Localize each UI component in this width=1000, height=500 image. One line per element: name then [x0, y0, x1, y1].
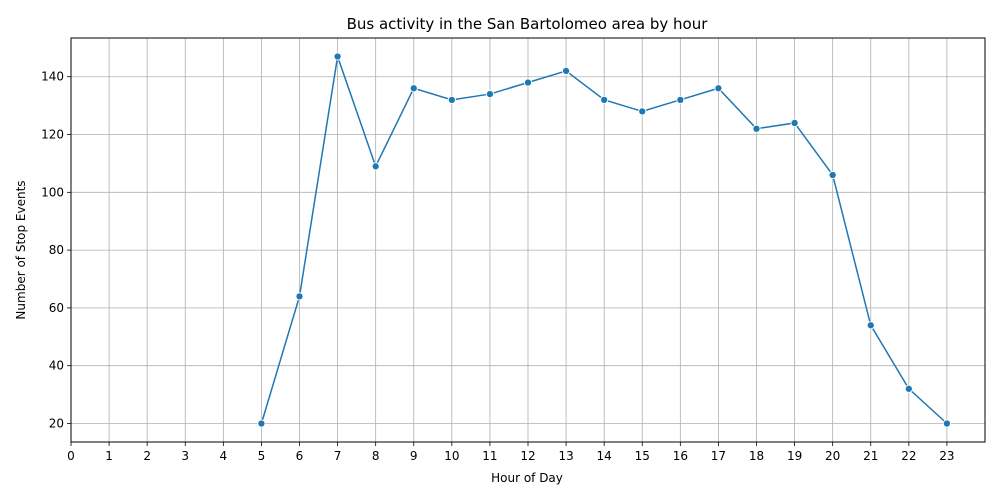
data-point [600, 95, 609, 104]
x-tick-label: 5 [258, 449, 266, 463]
y-tick-label: 140 [41, 70, 64, 84]
data-point [638, 107, 647, 116]
x-tick-label: 17 [711, 449, 726, 463]
x-tick-label: 21 [863, 449, 878, 463]
x-tick-label: 4 [220, 449, 228, 463]
data-point [295, 292, 304, 301]
x-axis-label: Hour of Day [491, 471, 563, 485]
data-point [447, 95, 456, 104]
x-tick-label: 6 [296, 449, 304, 463]
x-tick-label: 18 [749, 449, 764, 463]
data-point [676, 95, 685, 104]
data-point [257, 419, 266, 428]
x-tick-label: 11 [482, 449, 497, 463]
y-tick-label: 120 [41, 128, 64, 142]
axis-ticks: 0 1 2 3 4 5 6 7 8 9 10 11 12 13 14 15 16 17 18 19 20 21 22 2320… [41, 70, 954, 463]
y-tick-label: 40 [49, 359, 64, 373]
data-point [904, 384, 913, 393]
x-tick-label: 13 [558, 449, 573, 463]
x-tick-label: 9 [410, 449, 418, 463]
data-point [714, 84, 723, 93]
x-tick-label: 0 [67, 449, 75, 463]
x-tick-label: 7 [334, 449, 342, 463]
x-tick-label: 15 [635, 449, 650, 463]
data-point [942, 419, 951, 428]
data-point [866, 321, 875, 330]
grid [70, 38, 985, 442]
y-tick-label: 80 [49, 243, 64, 257]
y-axis-label: Number of Stop Events [14, 180, 28, 319]
data-point [371, 162, 380, 171]
x-tick-label: 12 [520, 449, 535, 463]
data-point [523, 78, 533, 87]
x-tick-label: 8 [372, 449, 380, 463]
data-point [562, 66, 571, 75]
x-tick-label: 14 [597, 449, 612, 463]
y-tick-label: 20 [49, 417, 64, 431]
data-point [752, 124, 761, 133]
chart-title: Bus activity in the San Bartolomeo area … [347, 15, 709, 33]
data-point [828, 170, 837, 180]
x-tick-label: 23 [939, 449, 954, 463]
series-line-layer [257, 52, 951, 428]
y-tick-label: 100 [41, 185, 64, 199]
x-tick-label: 19 [787, 449, 802, 463]
x-tick-label: 22 [901, 449, 916, 463]
data-point [485, 90, 494, 99]
x-tick-label: 1 [105, 449, 113, 463]
y-tick-label: 60 [49, 301, 64, 315]
x-tick-label: 2 [143, 449, 151, 463]
x-tick-label: 16 [673, 449, 688, 463]
data-point [409, 84, 418, 93]
data-point [333, 52, 342, 61]
x-tick-label: 3 [181, 449, 189, 463]
x-tick-label: 20 [825, 449, 840, 463]
data-point [790, 118, 799, 128]
x-tick-label: 10 [444, 449, 459, 463]
